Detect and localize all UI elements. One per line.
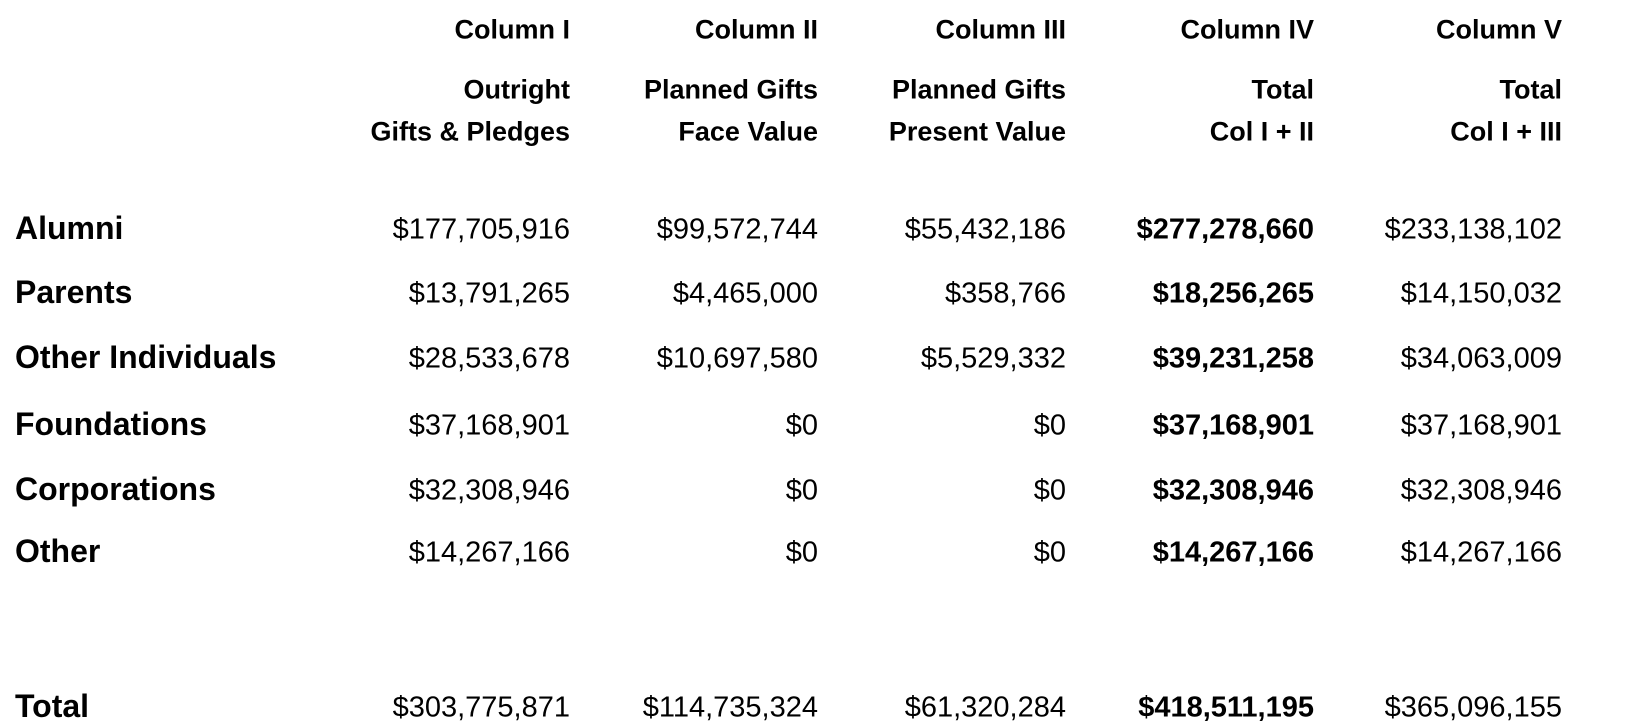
cell-value: $277,278,660 (1136, 213, 1314, 246)
cell-value: $418,511,195 (1138, 691, 1314, 724)
cell-value: $37,168,901 (1152, 409, 1314, 442)
column-subtitle: Gifts & Pledges (370, 116, 570, 147)
cell-value: $114,735,324 (642, 691, 818, 724)
row-label: Foundations (15, 406, 207, 442)
column-subtitle: Planned Gifts (643, 74, 818, 105)
column-subtitle: Outright (463, 74, 570, 105)
cell-value: $365,096,155 (1384, 691, 1562, 724)
cell-value: $303,775,871 (392, 691, 570, 724)
row-label: Parents (15, 274, 133, 310)
row-label: Alumni (15, 210, 124, 246)
cell-value: $0 (785, 409, 818, 442)
column-subtitle: Col I + II (1209, 116, 1314, 147)
cell-value: $99,572,744 (656, 213, 818, 246)
column-header: Column V (1436, 14, 1562, 45)
cell-value: $0 (1033, 474, 1066, 507)
cell-value: $177,705,916 (392, 213, 570, 246)
column-subtitle: Total (1499, 74, 1563, 105)
cell-value: $10,697,580 (656, 342, 818, 375)
column-subtitle: Face Value (678, 116, 818, 147)
cell-value: $37,168,901 (1400, 409, 1562, 442)
cell-value: $14,267,166 (1400, 536, 1562, 569)
column-header: Column II (695, 14, 818, 45)
cell-value: $14,150,032 (1400, 277, 1562, 310)
cell-value: $55,432,186 (904, 213, 1066, 246)
row-label: Other Individuals (15, 339, 277, 375)
cell-value: $358,766 (945, 277, 1066, 310)
cell-value: $4,465,000 (672, 277, 818, 310)
column-header: Column III (935, 14, 1067, 45)
cell-value: $61,320,284 (904, 691, 1066, 724)
cell-value: $0 (1033, 536, 1066, 569)
total-label: Total (15, 688, 90, 724)
row-label: Corporations (15, 471, 216, 507)
cell-value: $14,267,166 (408, 536, 570, 569)
cell-value: $13,791,265 (408, 277, 570, 310)
cell-value: $39,231,258 (1152, 342, 1314, 375)
column-header: Column I (454, 14, 571, 45)
cell-value: $37,168,901 (408, 409, 570, 442)
cell-value: $0 (785, 474, 818, 507)
cell-value: $32,308,946 (1152, 474, 1314, 507)
column-subtitle: Planned Gifts (891, 74, 1066, 105)
cell-value: $233,138,102 (1384, 213, 1562, 246)
cell-value: $32,308,946 (1400, 474, 1562, 507)
cell-value: $14,267,166 (1152, 536, 1314, 569)
cell-value: $18,256,265 (1152, 277, 1314, 310)
cell-value: $0 (785, 536, 818, 569)
column-subtitle: Present Value (888, 116, 1066, 147)
column-header: Column IV (1180, 14, 1315, 45)
cell-value: $5,529,332 (920, 342, 1066, 375)
column-subtitle: Col I + III (1450, 116, 1562, 147)
cell-value: $32,308,946 (408, 474, 570, 507)
cell-value: $0 (1033, 409, 1066, 442)
cell-value: $34,063,009 (1400, 342, 1562, 375)
cell-value: $28,533,678 (408, 342, 570, 375)
row-label: Other (15, 533, 101, 569)
column-subtitle: Total (1251, 74, 1315, 105)
